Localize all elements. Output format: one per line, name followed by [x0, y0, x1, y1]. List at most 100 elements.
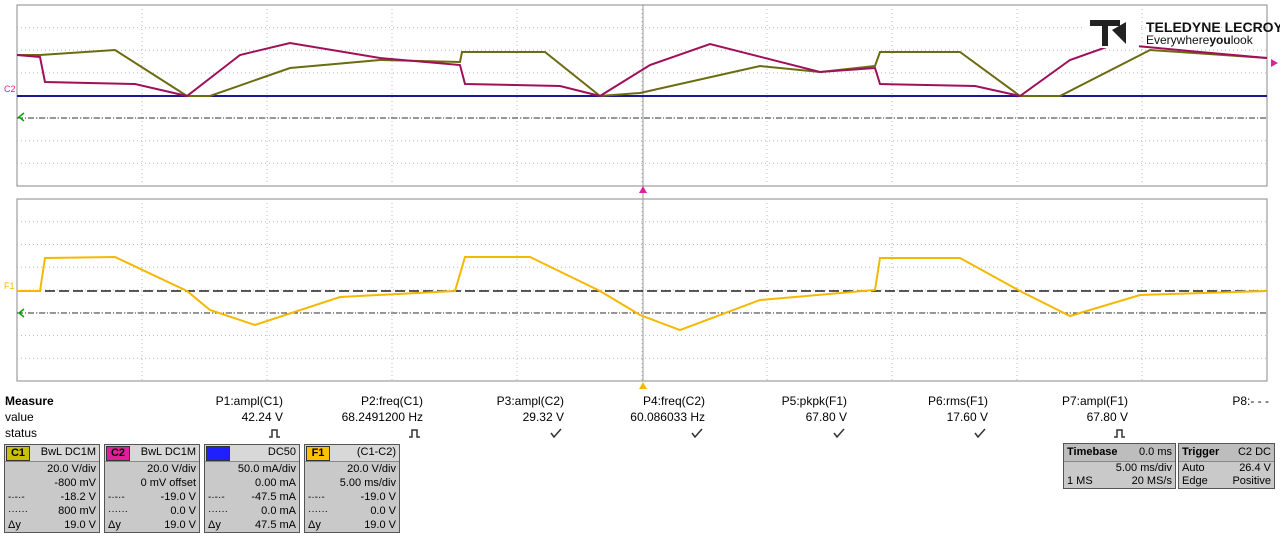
delta-label: Δy — [208, 519, 221, 531]
delta-label: Δy — [308, 519, 321, 531]
cursor-symbol: -·-·- — [108, 492, 125, 503]
status-icon — [409, 429, 420, 438]
trigger-level: 26.4 V — [1239, 462, 1271, 474]
trigger-mode: Auto — [1182, 462, 1205, 474]
channel-tag: C2 — [106, 446, 130, 461]
status-icon — [691, 428, 703, 438]
channel-value: -47.5 mA — [251, 491, 296, 503]
status-glyph — [974, 428, 986, 438]
delta-label: Δy — [108, 519, 121, 531]
param-value: 67.80 V — [1086, 410, 1128, 424]
channel-box: F1 (C1-C2) 20.0 V/div 5.00 ms/div -19.0 V -·-… — [304, 444, 400, 533]
param-value: 67.80 V — [805, 410, 847, 424]
trace-label: F1 — [4, 281, 15, 291]
status-icon — [550, 428, 562, 438]
timebase-points: 1 MS — [1067, 475, 1093, 487]
tagline-part: Everywhere — [1146, 33, 1210, 47]
param-name: P2:freq(C1) — [360, 394, 423, 408]
status-glyph — [1114, 429, 1125, 438]
channel-coupling: BwL DC1M — [40, 446, 96, 458]
panel-header — [1179, 444, 1274, 462]
cursor-symbol: -·-·- — [208, 492, 225, 503]
status-icon — [1114, 429, 1125, 438]
trigger-panel: Trigger C2 DC Auto 26.4 V Edge Positive — [1178, 443, 1275, 489]
timebase-delay: 0.0 ms — [1138, 446, 1172, 458]
status-glyph — [691, 428, 703, 438]
channel-tag: F1 — [306, 446, 330, 461]
channel-value: 5.00 ms/div — [339, 477, 396, 489]
panel-title: Timebase — [1067, 446, 1118, 458]
logo: TELEDYNE LECROY Everywhereyoulook — [1085, 18, 1280, 48]
trigger-slope: Positive — [1232, 475, 1271, 487]
trigger-marker — [639, 382, 647, 389]
channel-tag: C3 — [206, 446, 230, 461]
channel-coupling: BwL DC1M — [140, 446, 196, 458]
trigger-marker — [639, 186, 647, 193]
trigger-type: Edge — [1182, 475, 1208, 487]
cursor-symbol: ······ — [308, 506, 328, 517]
param-name: P8:- - - — [1232, 394, 1269, 408]
cursor-symbol: ······ — [108, 506, 128, 517]
channel-value: -19.0 V — [160, 491, 196, 503]
status-icon — [833, 428, 845, 438]
measure-row-label: value — [5, 410, 34, 424]
channel-value: 20.0 V/div — [347, 463, 396, 475]
channel-value: 47.5 mA — [255, 519, 296, 531]
measure-row-label: status — [5, 426, 38, 440]
cursor-symbol: ······ — [8, 506, 28, 517]
channel-value: -19.0 V — [360, 491, 396, 503]
channel-value: 19.0 V — [164, 519, 196, 531]
timebase-rate: 20 MS/s — [1131, 475, 1172, 487]
measure-title: Measure — [5, 394, 54, 408]
waveform-display: C2 F1 TELEDYNE LECROY Everywhereyoulook — [4, 4, 1280, 389]
channel-value: 19.0 V — [364, 519, 396, 531]
param-name: P4:freq(C2) — [642, 394, 705, 408]
channel-value: 50.0 mA/div — [237, 463, 296, 475]
channel-coupling: (C1-C2) — [356, 446, 396, 458]
timebase-panel: Timebase 0.0 ms 5.00 ms/div 1 MS 20 MS/s — [1063, 443, 1176, 489]
channel-value: 0.0 mA — [261, 505, 296, 517]
cursor-marker — [17, 308, 25, 318]
timebase-div: 5.00 ms/div — [1115, 462, 1172, 474]
channel-coupling: DC50 — [267, 446, 296, 458]
param-value: 60.086033 Hz — [630, 410, 705, 424]
channel-value: 20.0 V/div — [147, 463, 196, 475]
level-marker — [1271, 59, 1278, 67]
param-value: 42.24 V — [241, 410, 283, 424]
cursor-marker — [17, 112, 25, 122]
param-value: 17.60 V — [946, 410, 988, 424]
param-name: P6:rms(F1) — [928, 394, 988, 408]
channel-box: C1 BwL DC1M 20.0 V/div -800 mV -18.2 V -·-·- 8… — [4, 444, 100, 533]
logo-mark — [1090, 20, 1126, 46]
tagline-part: you — [1209, 33, 1230, 47]
tagline-part: look — [1231, 33, 1254, 47]
channel-value: 0.0 V — [370, 505, 396, 517]
param-name: P7:ampl(F1) — [1061, 394, 1128, 408]
delta-label: Δy — [8, 519, 21, 531]
channel-value: -800 mV — [54, 477, 96, 489]
status-glyph — [269, 429, 280, 438]
param-name: P5:pkpk(F1) — [781, 394, 847, 408]
channel-value: -18.2 V — [60, 491, 96, 503]
status-icon — [974, 428, 986, 438]
c2-trace — [16, 41, 1268, 98]
tagline: Everywhereyoulook — [1146, 33, 1254, 47]
param-value: 68.2491200 Hz — [341, 410, 423, 424]
f1-trace — [17, 255, 1268, 332]
param-value: 29.32 V — [522, 410, 564, 424]
channel-value: 20.0 V/div — [47, 463, 96, 475]
param-name: P1:ampl(C1) — [215, 394, 283, 408]
status-icon — [269, 429, 280, 438]
param-name: P3:ampl(C2) — [496, 394, 564, 408]
cursor-symbol: -·-·- — [8, 492, 25, 503]
cursor-symbol: ······ — [208, 506, 228, 517]
panel-title: Trigger — [1182, 446, 1220, 458]
channel-value: 19.0 V — [64, 519, 96, 531]
status-glyph — [833, 428, 845, 438]
channel-value: 0.0 V — [170, 505, 196, 517]
channel-value: 0.00 mA — [255, 477, 296, 489]
brand: TELEDYNE LECROY — [1146, 19, 1280, 35]
channel-value: 800 mV — [58, 505, 96, 517]
status-glyph — [409, 429, 420, 438]
